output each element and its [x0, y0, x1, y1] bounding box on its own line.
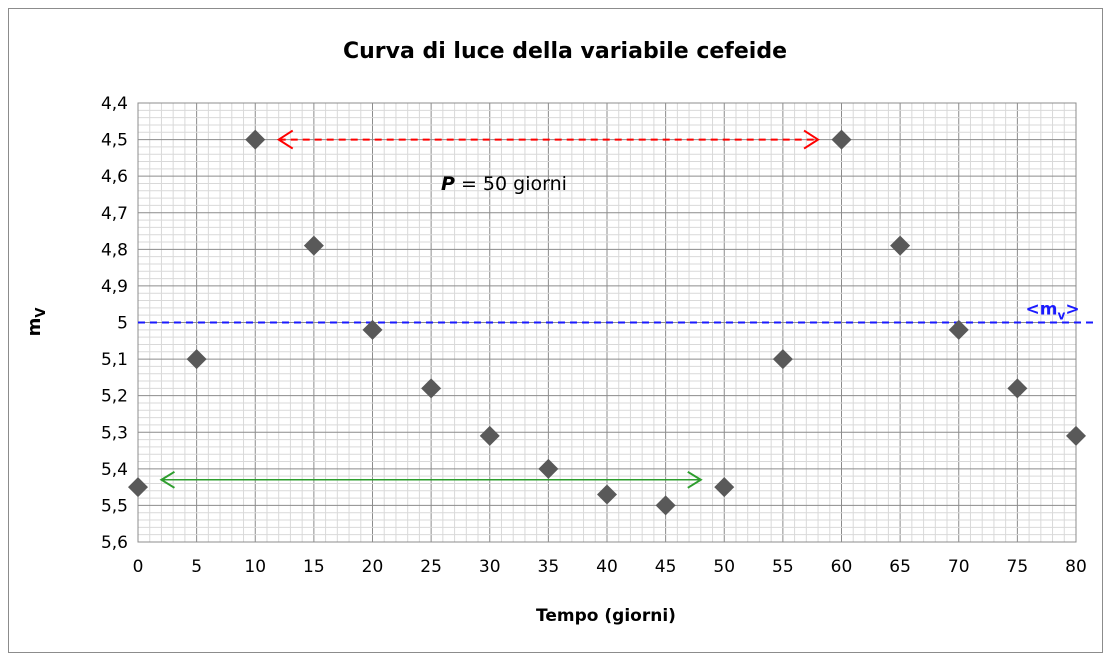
- arrow-head-left: [276, 129, 294, 150]
- data-point: [1007, 378, 1028, 399]
- grid: [137, 102, 1077, 543]
- data-point: [890, 235, 911, 256]
- data-point: [128, 477, 148, 498]
- mean-label-sub: v: [1057, 309, 1065, 323]
- x-tick-label: 65: [889, 557, 911, 577]
- y-tick-label: 5,1: [101, 350, 128, 370]
- y-tick-label: 5,4: [101, 460, 128, 480]
- chart-title: Curva di luce della variabile cefeide: [343, 39, 787, 64]
- data-point: [1066, 425, 1086, 446]
- data-point: [362, 319, 383, 340]
- period-label: P = 50 giorni: [441, 173, 567, 195]
- data-point: [948, 319, 969, 340]
- chart-frame: [8, 8, 1103, 653]
- data-point: [479, 425, 500, 446]
- data-points: [128, 129, 1086, 516]
- arrow-head-right: [687, 470, 703, 489]
- arrow-head-left: [159, 470, 175, 489]
- y-tick-label: 4,8: [101, 240, 128, 260]
- y-axis-label-sub: V: [34, 308, 49, 318]
- y-axis-label-main: m: [24, 318, 45, 337]
- data-point: [597, 484, 617, 505]
- y-tick-label: 4,7: [101, 204, 128, 224]
- y-tick-label: 5,3: [101, 423, 128, 443]
- x-tick-label: 70: [948, 557, 970, 577]
- y-tick-label: 5: [117, 314, 128, 334]
- y-tick-label: 4,6: [101, 167, 128, 187]
- x-tick-label: 25: [420, 557, 442, 577]
- data-point: [538, 458, 559, 479]
- x-axis-label: Tempo (giorni): [536, 606, 676, 626]
- x-tick-label: 10: [244, 557, 266, 577]
- data-point: [714, 477, 735, 498]
- mean-magnitude-label: <mv>: [1026, 300, 1080, 323]
- period-arrow-red: [276, 129, 820, 150]
- data-point: [831, 129, 852, 150]
- x-tick-label: 60: [831, 557, 853, 577]
- x-tick-label: 30: [479, 557, 501, 577]
- x-tick-label: 75: [1007, 557, 1029, 577]
- x-tick-label: 55: [772, 557, 794, 577]
- x-tick-label: 45: [655, 557, 677, 577]
- data-point: [245, 129, 266, 150]
- y-tick-label: 4,4: [101, 94, 128, 114]
- data-point: [186, 349, 207, 370]
- x-tick-label: 80: [1065, 557, 1087, 577]
- x-tick-labels: 0 5 10 15 20 25 30 35 40 45 50 55 60 65 70 75 80: [133, 557, 1087, 577]
- mean-label-suffix: >: [1065, 300, 1079, 320]
- mean-label-prefix: <m: [1026, 300, 1058, 320]
- x-tick-label: 40: [596, 557, 618, 577]
- data-point: [421, 378, 442, 399]
- arrow-head-right: [803, 129, 820, 150]
- y-tick-label: 4,5: [101, 131, 128, 151]
- y-tick-label: 5,2: [101, 387, 128, 407]
- period-symbol: P: [441, 173, 455, 195]
- y-tick-labels: 4,4 4,5 4,6 4,7 4,8 4,9 5 5,1 5,2 5,3 5,4 5,5 5,6: [101, 94, 128, 553]
- y-tick-label: 5,5: [101, 496, 128, 516]
- data-point: [303, 235, 324, 256]
- x-tick-label: 0: [133, 557, 144, 577]
- y-axis-label: mV: [24, 308, 49, 337]
- y-tick-label: 5,6: [101, 533, 128, 553]
- x-tick-label: 5: [191, 557, 202, 577]
- x-tick-label: 20: [362, 557, 384, 577]
- data-point: [655, 495, 676, 516]
- period-value: = 50 giorni: [455, 173, 567, 195]
- y-tick-label: 4,9: [101, 277, 128, 297]
- period-arrow-green: [159, 470, 703, 489]
- x-tick-label: 35: [538, 557, 560, 577]
- data-point: [772, 349, 793, 370]
- x-tick-label: 15: [303, 557, 325, 577]
- x-tick-label: 50: [713, 557, 735, 577]
